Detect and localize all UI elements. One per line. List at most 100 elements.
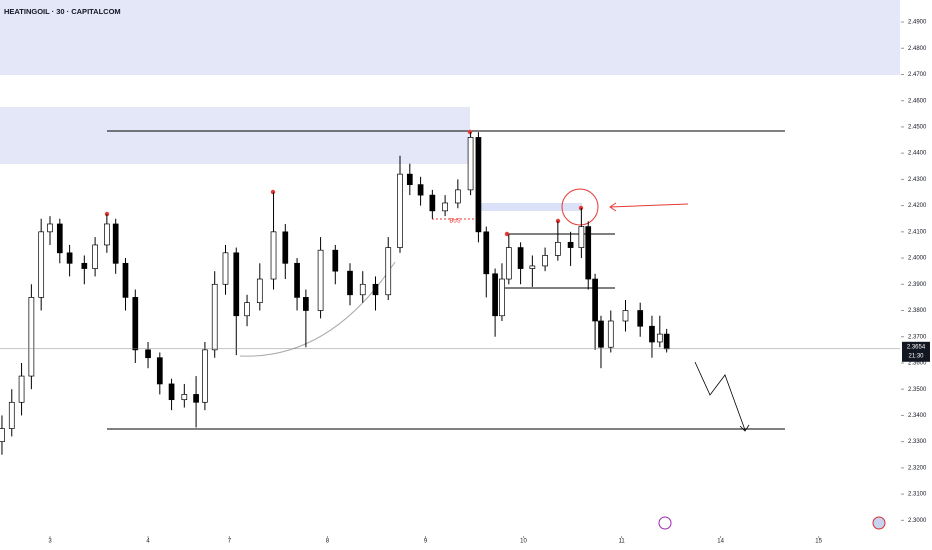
candle-body: [585, 226, 592, 280]
candle-body: [66, 252, 73, 264]
peak-dots: [104, 129, 584, 237]
candle-body: [656, 333, 663, 343]
candle-body: [38, 231, 45, 298]
curve: [239, 261, 396, 357]
candle-body: [637, 310, 644, 327]
candle-body: [454, 189, 461, 204]
candle-body: [372, 283, 379, 296]
price-tag: [902, 341, 930, 362]
candle-body: [104, 223, 110, 246]
candle-body: [567, 241, 574, 248]
candle-body: [28, 297, 35, 377]
candle-body: [193, 394, 199, 403]
candle-body: [0, 428, 5, 442]
candle-body: [168, 383, 175, 401]
candle-body: [244, 302, 250, 317]
candle-body: [499, 278, 505, 317]
candle-body: [270, 231, 277, 280]
candle-body: [282, 231, 289, 264]
candle-body: [385, 247, 392, 296]
candle-body: [347, 270, 353, 296]
candle-body: [542, 255, 548, 267]
y-tick-label: 2.4500: [908, 125, 927, 131]
y-tick-label: 2.4600: [908, 98, 927, 104]
x-tick-label: 8: [326, 539, 330, 545]
y-tick-label: 2.3400: [908, 413, 927, 419]
candle-body: [332, 249, 339, 272]
candle-body: [294, 262, 300, 298]
candle-body: [483, 231, 490, 275]
y-tick-label: 2.4700: [908, 72, 927, 78]
candle-body: [578, 226, 585, 248]
y-tick-label: 2.3000: [908, 518, 927, 524]
candle-body: [505, 247, 512, 280]
y-tick-label: 2.3100: [908, 492, 927, 498]
y-tick-label: 2.4300: [908, 177, 927, 183]
candle-body: [8, 401, 15, 429]
candle-body: [622, 310, 629, 322]
y-tick-label: 2.4100: [908, 229, 927, 235]
candle-body: [56, 223, 63, 254]
y-tick-label: 2.3600: [908, 361, 927, 367]
y-tick-label: 2.3200: [908, 465, 927, 471]
x-tick-label: 3: [48, 539, 52, 545]
candle-body: [649, 325, 655, 343]
x-tick-label: 11: [618, 539, 625, 545]
candle-body: [233, 252, 240, 317]
candle-body: [211, 283, 218, 351]
candle-body: [406, 173, 413, 185]
candle-body: [417, 184, 424, 196]
candle-body: [222, 252, 229, 285]
candle-body: [18, 375, 25, 403]
candle-body: [429, 194, 436, 212]
y-tick-label: 2.4200: [908, 203, 927, 209]
candle-body: [492, 273, 498, 317]
candle-body: [112, 223, 119, 264]
candle-body: [92, 244, 98, 269]
highlight-circle: [561, 188, 599, 226]
flag-icon: [872, 516, 886, 530]
supply-zone: [0, 107, 470, 164]
candle-body: [607, 320, 614, 348]
x-tick-label: 15: [815, 539, 822, 545]
y-tick-label: 2.3500: [908, 387, 927, 393]
candle-body: [181, 394, 188, 401]
candle-body: [467, 137, 474, 191]
candle-body: [663, 333, 670, 350]
x-tick-label: 4: [146, 539, 150, 545]
candle-body: [529, 265, 536, 269]
candle-body: [442, 202, 448, 212]
arrow: [609, 202, 689, 212]
candle-body: [475, 137, 482, 233]
projection: [694, 361, 750, 432]
x-tick-label: 14: [717, 539, 724, 545]
candle-body: [256, 278, 263, 303]
y-tick-label: 2.3300: [908, 439, 927, 445]
candle-body: [145, 349, 151, 359]
candle-body: [598, 320, 604, 348]
y-tick-label: 2.4900: [908, 20, 927, 26]
candle-body: [202, 349, 208, 403]
x-tick-label: 9: [424, 539, 428, 545]
candle-body: [132, 297, 139, 351]
y-tick-label: 2.4000: [908, 256, 927, 262]
candle-body: [592, 278, 598, 322]
x-tick-label: 10: [520, 539, 527, 545]
y-tick-label: 2.3800: [908, 308, 927, 314]
candle-body: [359, 283, 366, 296]
y-tick-label: 2.4400: [908, 151, 927, 157]
candle-body: [47, 223, 53, 233]
candle-body: [397, 173, 403, 248]
fvg-zone: [478, 203, 582, 211]
candle-body: [156, 357, 163, 385]
last-price-label: 2.3654: [907, 344, 926, 350]
candle-body: [81, 262, 88, 269]
y-tick-label: 2.3900: [908, 282, 927, 288]
countdown: 21:30: [908, 353, 924, 359]
bos-label: BoS: [449, 219, 460, 225]
candle-body: [303, 297, 309, 311]
candle-body: [317, 249, 324, 311]
candle-body: [517, 247, 524, 269]
